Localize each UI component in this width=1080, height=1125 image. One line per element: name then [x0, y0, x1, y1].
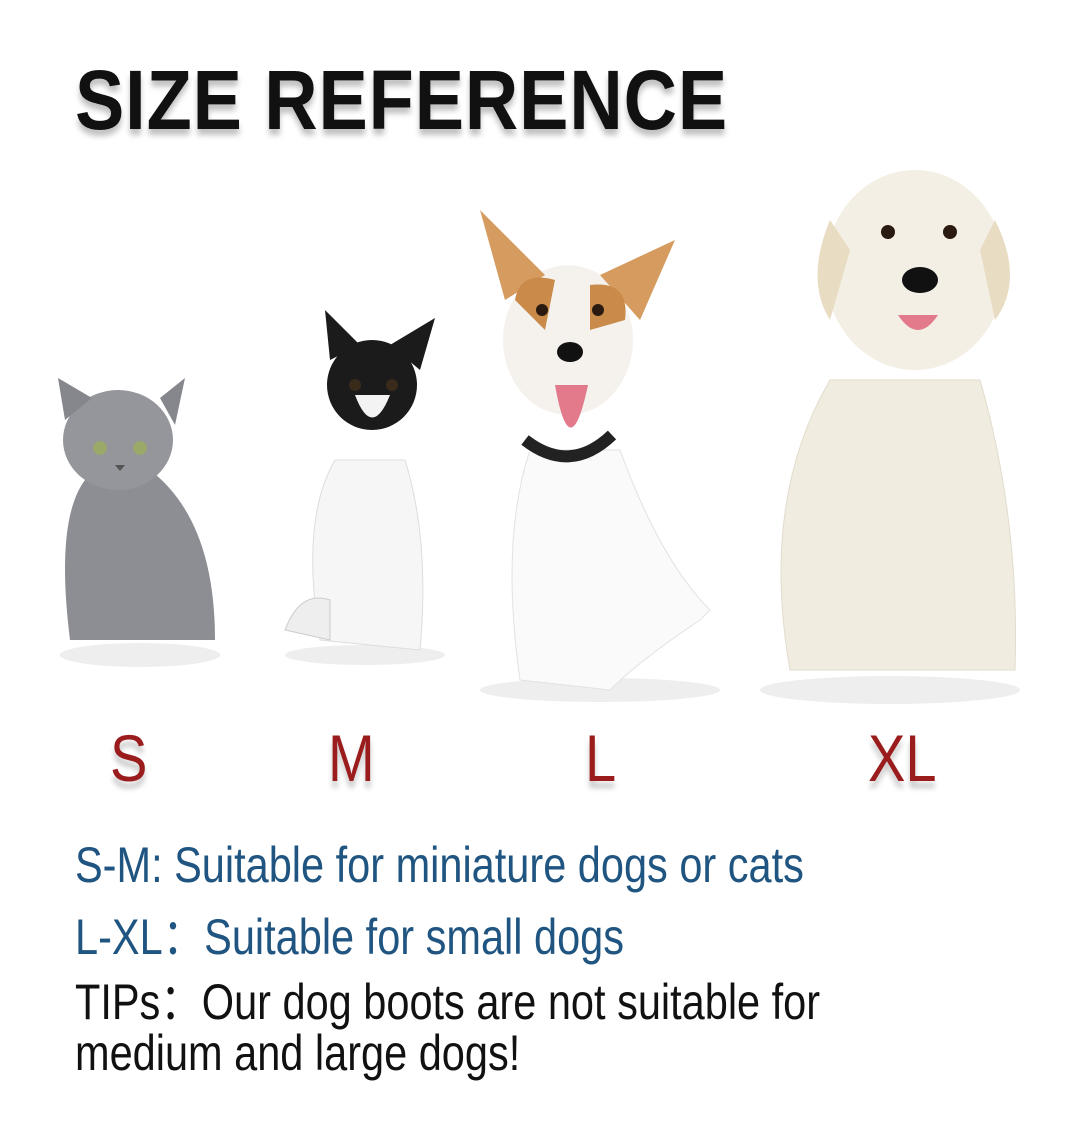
size-label-xl: XL [868, 721, 937, 795]
jack-russell-image [480, 210, 720, 702]
size-label-l: L [585, 721, 617, 795]
note-l-xl: L-XL：Suitable for small dogs [75, 909, 624, 965]
pets-illustration [58, 170, 1020, 704]
chihuahua-image [284, 310, 445, 665]
tips-line-1: TIPs：Our dog boots are not suitable for [75, 974, 821, 1030]
size-label-m: M [328, 721, 375, 795]
golden-retriever-image [760, 170, 1020, 704]
size-label-s: S [110, 721, 148, 795]
tips-line-2: medium and large dogs! [75, 1025, 521, 1081]
kitten-image [58, 378, 220, 667]
page-title: SIZE REFERENCE [75, 53, 729, 147]
note-s-m: S-M: Suitable for miniature dogs or cats [75, 837, 804, 893]
